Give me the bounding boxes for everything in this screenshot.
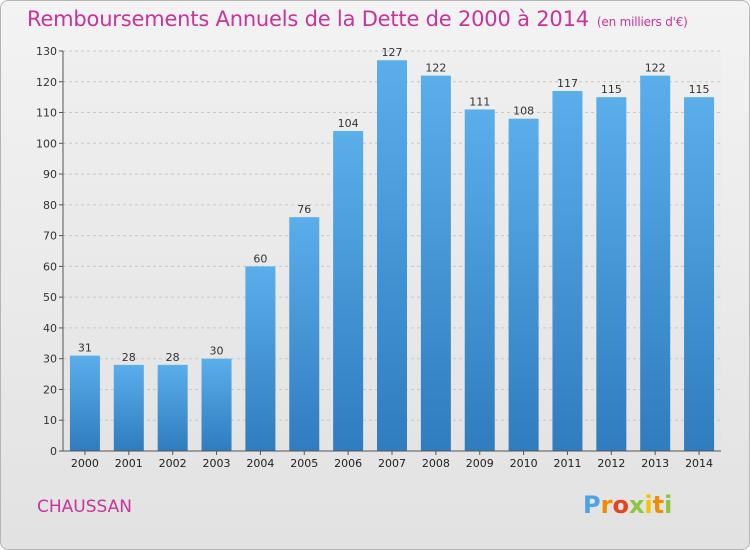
bar-2004 [245, 266, 276, 451]
value-label-2004: 60 [253, 252, 267, 265]
value-label-2000: 31 [78, 342, 92, 355]
commune-name: CHAUSSAN [37, 497, 132, 517]
proxiti-logo: Proxiti [583, 491, 672, 519]
x-tick-label-2010: 2010 [510, 457, 538, 470]
y-tick-label: 0 [50, 445, 57, 458]
bar-2011 [552, 91, 583, 451]
y-tick-label: 20 [43, 383, 57, 396]
bar-2002 [157, 364, 188, 451]
logo-letter: i [664, 491, 673, 519]
x-axis: 2000 2001 2002 2003 2004 2005 2006 2007 2008 2009… [63, 450, 721, 470]
x-tick-label-2014: 2014 [685, 457, 713, 470]
x-tick-label-2011: 2011 [553, 457, 581, 470]
bars [69, 60, 715, 452]
logo-letter: r [600, 491, 613, 519]
bar-2013 [640, 75, 671, 451]
bar-2003 [201, 358, 232, 451]
bar-2001 [113, 364, 144, 451]
chart-title-text: Remboursements Annuels de la Dette de 20… [27, 7, 589, 31]
y-axis: 0 10 20 30 40 50 60 70 80 90 100 110 120 130 [36, 45, 64, 458]
x-tick-label-2004: 2004 [246, 457, 274, 470]
bar-2009 [464, 109, 495, 451]
value-label-2009: 111 [469, 95, 490, 108]
x-tick-label-2006: 2006 [334, 457, 362, 470]
x-tick-label-2008: 2008 [422, 457, 450, 470]
x-tick-label-2002: 2002 [159, 457, 187, 470]
bar-2010 [508, 118, 539, 451]
y-tick-label: 60 [43, 260, 57, 273]
logo-letter: P [583, 491, 601, 519]
x-tick-label-2003: 2003 [203, 457, 231, 470]
bar-2012 [596, 97, 627, 452]
bar-2005 [289, 217, 320, 451]
y-tick-label: 130 [36, 45, 57, 58]
logo-letter: i [644, 491, 653, 519]
logo-letter: x [628, 491, 645, 519]
x-tick-label-2009: 2009 [466, 457, 494, 470]
y-tick-label: 40 [43, 322, 57, 335]
value-label-2002: 28 [166, 351, 180, 364]
value-labels: 31 28 28 30 60 76 104 127 122 111 108 117 115 122 115 [78, 46, 710, 364]
value-label-2008: 122 [425, 62, 446, 75]
bar-2000 [69, 355, 100, 451]
y-tick-label: 120 [36, 76, 57, 89]
bar-2008 [420, 75, 451, 451]
y-tick-label: 10 [43, 414, 57, 427]
bar-2014 [684, 97, 715, 452]
value-label-2012: 115 [601, 83, 622, 96]
value-label-2006: 104 [338, 117, 359, 130]
y-tick-label: 100 [36, 137, 57, 150]
logo-letter: t [652, 491, 665, 519]
x-tick-label-2005: 2005 [290, 457, 318, 470]
chart-title: Remboursements Annuels de la Dette de 20… [27, 7, 688, 31]
bar-2006 [333, 131, 364, 451]
y-tick-label: 70 [43, 230, 57, 243]
y-tick-label: 90 [43, 168, 57, 181]
value-label-2014: 115 [689, 83, 710, 96]
value-label-2001: 28 [122, 351, 136, 364]
logo-letter: o [612, 491, 629, 519]
x-tick-label-2012: 2012 [597, 457, 625, 470]
bar-2007 [377, 60, 407, 451]
x-tick-label-2000: 2000 [71, 457, 99, 470]
value-label-2007: 127 [382, 46, 403, 59]
x-tick-label-2013: 2013 [641, 457, 669, 470]
x-tick-label-2007: 2007 [378, 457, 406, 470]
y-tick-label: 80 [43, 199, 57, 212]
value-label-2011: 117 [557, 77, 578, 90]
y-tick-label: 50 [43, 291, 57, 304]
value-label-2010: 108 [513, 105, 534, 118]
y-tick-label: 30 [43, 353, 57, 366]
y-tick-label: 110 [36, 107, 57, 120]
chart-subtitle: (en milliers d'€) [596, 15, 688, 29]
value-label-2013: 122 [645, 62, 666, 75]
value-label-2005: 76 [297, 203, 311, 216]
value-label-2003: 30 [210, 345, 224, 358]
x-tick-label-2001: 2001 [115, 457, 143, 470]
